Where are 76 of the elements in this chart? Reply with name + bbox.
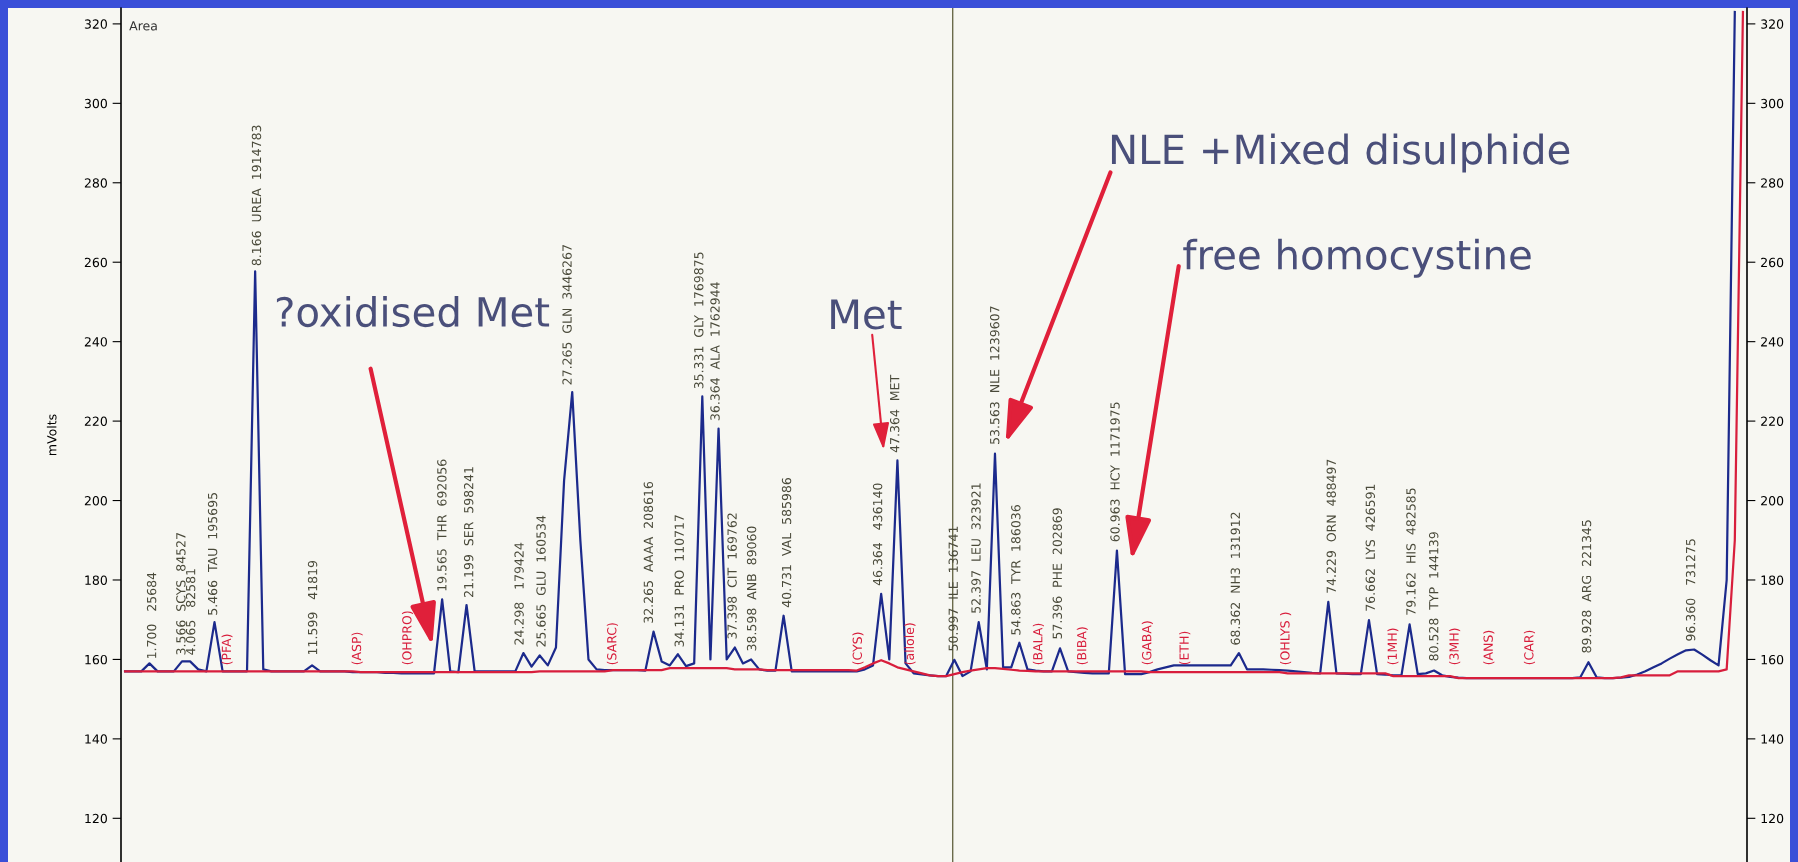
annotation: 53.563 NLE 1239607	[989, 306, 1000, 444]
annotation: Area	[129, 21, 157, 31]
annotation: (ANS)	[1483, 630, 1495, 665]
annotation: (SARC)	[606, 623, 618, 665]
y2-tick-label: 240	[1761, 337, 1784, 347]
annotation: 3.566 SCYS 84527	[176, 533, 186, 655]
annotation: (ETH)	[1179, 631, 1191, 665]
annotation: 89.928 ARG 221345	[1581, 520, 1592, 653]
y-tick-label: 240	[84, 337, 107, 347]
y-tick-label: 160	[85, 654, 107, 665]
annotation: 37.398 CIT 169762	[727, 513, 737, 639]
annotation: 8.166 UREA 1914783	[251, 125, 262, 266]
annotation: ?oxidised Met	[276, 295, 550, 328]
annotation: 38.598 ANB 89060	[746, 526, 757, 651]
y-tick-label: 120	[85, 813, 107, 824]
y-tick-label: 220	[84, 416, 107, 427]
annotation: 47.364 MET	[889, 374, 900, 453]
annotation: (OHPRO)	[401, 611, 414, 665]
annotation: 35.331 GLY 1769875	[694, 252, 704, 389]
annotation: (OHLYS )	[1279, 612, 1292, 665]
annotation: 5.466 TAU 195695	[207, 493, 218, 615]
y-tick-label: 200	[84, 496, 107, 506]
annotation: 32.265 AAAA 208616	[643, 481, 654, 623]
y2-tick-label: 220	[1761, 416, 1784, 427]
y2-tick-label: 300	[1761, 98, 1784, 109]
annotation: 68.362 NH3 131912	[1230, 512, 1241, 645]
annotation: (3MH)	[1449, 628, 1461, 665]
annotation: 80.528 TYP 144139	[1428, 532, 1439, 661]
annotation: Met	[831, 299, 902, 330]
annotation: 24.298 179424	[514, 542, 524, 645]
annotation: 11.599 41819	[307, 560, 318, 655]
annotation: 46.364 436140	[872, 483, 883, 586]
annotation: 36.364 ALA 1762944	[710, 282, 720, 421]
y2-tick-label: 200	[1761, 496, 1784, 506]
annotation: 54.863 TYR 186036	[1011, 505, 1021, 635]
y2-tick-label: 160	[1761, 654, 1784, 665]
annotation: 96.360 731275	[1685, 539, 1696, 641]
annotation: free homocystine	[1183, 238, 1531, 278]
y2-tick-label: 140	[1761, 734, 1784, 744]
y-tick-label: 280	[84, 178, 107, 188]
annotation: 34.131 PRO 110717	[674, 515, 684, 647]
annotation: 19.565 THR 692056	[437, 459, 447, 591]
annotation: (allole)	[904, 623, 916, 665]
y-tick-label: 140	[85, 734, 107, 744]
annotation: 52.397 LEU 323921	[971, 483, 981, 613]
annotation: (CYS)	[852, 632, 864, 665]
annotation: (PFA)	[221, 634, 233, 665]
annotation: (ASP)	[351, 632, 363, 665]
annotation: 74.229 ORN 488497	[1326, 459, 1336, 593]
annotation: 79.162 HIS 482585	[1406, 488, 1416, 615]
y2-tick-label: 280	[1761, 178, 1784, 188]
annotation: (BIBA)	[1076, 627, 1088, 665]
y-axis-title: mVolts	[46, 414, 57, 456]
annotation: 1.700 25684	[146, 572, 157, 659]
annotation: (1MH)	[1387, 628, 1399, 665]
y2-tick-label: 260	[1761, 257, 1784, 268]
y-tick-label: 260	[84, 257, 107, 268]
annotation: 25.665 GLU 160534	[536, 515, 546, 647]
y2-tick-label: 180	[1761, 575, 1784, 585]
annotation: (CAR)	[1523, 630, 1536, 665]
annotation: 57.396 PHE 202869	[1052, 508, 1063, 639]
annotation: (BALA)	[1032, 623, 1044, 665]
annotation: NLE +Mixed disulphide	[1111, 133, 1570, 173]
annotation: 40.731 VAL 585986	[781, 477, 792, 608]
annotation: 60.963 HCY 1171975	[1110, 402, 1120, 542]
annotation: 4.065 82581	[185, 569, 196, 655]
y2-tick-label: 320	[1761, 19, 1784, 29]
annotation: (GABA)	[1141, 621, 1153, 665]
y-tick-label: 320	[84, 19, 107, 29]
y-tick-label: 300	[84, 98, 107, 109]
y-tick-label: 180	[85, 575, 107, 585]
annotation: 50.997 ILE 136741	[948, 526, 958, 651]
annotation: 76.662 LYS 426591	[1365, 484, 1376, 611]
annotation: 27.265 GLN 3446267	[562, 245, 572, 385]
annotation: 21.199 SER 598241	[463, 467, 474, 597]
y2-tick-label: 120	[1761, 813, 1784, 824]
